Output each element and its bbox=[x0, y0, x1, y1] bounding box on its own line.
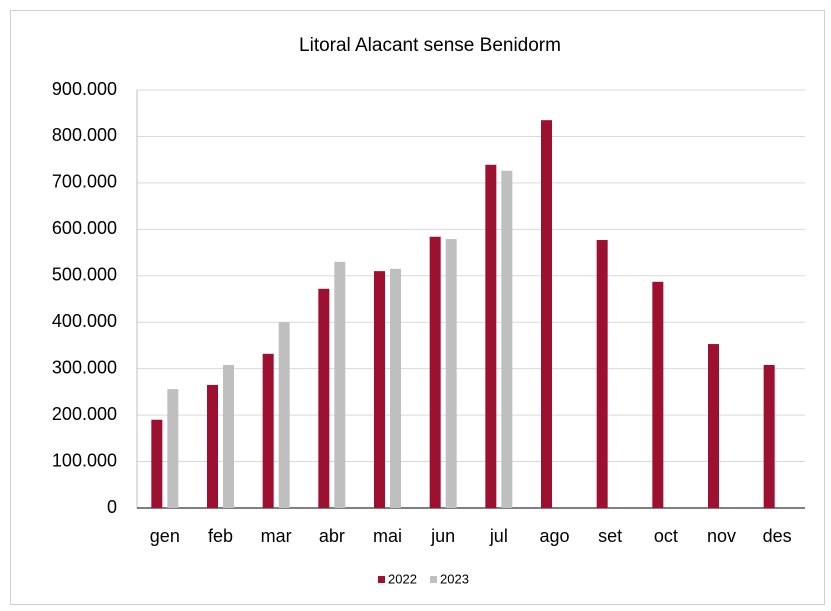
y-tick-label: 500.000 bbox=[52, 265, 117, 285]
y-tick-label: 700.000 bbox=[52, 172, 117, 192]
x-tick-label: mar bbox=[261, 526, 292, 546]
bar bbox=[334, 261, 346, 508]
y-tick-label: 900.000 bbox=[52, 79, 117, 99]
bar bbox=[429, 236, 441, 508]
y-tick-label: 300.000 bbox=[52, 357, 117, 377]
bar bbox=[374, 271, 385, 508]
x-tick-label: feb bbox=[208, 526, 233, 546]
bar bbox=[262, 353, 274, 508]
legend-swatch bbox=[430, 576, 437, 583]
x-tick-label: jun bbox=[430, 526, 455, 546]
bar bbox=[318, 288, 330, 508]
bar bbox=[167, 389, 179, 508]
bar bbox=[223, 364, 234, 508]
y-tick-label: 400.000 bbox=[52, 311, 117, 331]
bar bbox=[763, 364, 775, 508]
y-tick-label: 600.000 bbox=[52, 218, 117, 238]
x-tick-label: set bbox=[598, 526, 622, 546]
x-tick-label: ago bbox=[539, 526, 569, 546]
bar bbox=[596, 240, 608, 508]
bar bbox=[151, 419, 163, 508]
legend-label: 2023 bbox=[440, 571, 469, 586]
x-tick-label: abr bbox=[319, 526, 345, 546]
bar bbox=[278, 322, 290, 508]
bar bbox=[501, 170, 513, 508]
x-tick-label: nov bbox=[707, 526, 736, 546]
legend-label: 2022 bbox=[388, 571, 417, 586]
x-tick-label: jul bbox=[489, 526, 508, 546]
legend-swatch bbox=[378, 576, 385, 583]
bar bbox=[708, 344, 719, 508]
x-tick-label: oct bbox=[654, 526, 678, 546]
y-tick-label: 100.000 bbox=[52, 450, 117, 470]
x-tick-label: gen bbox=[150, 526, 180, 546]
chart-title: Litoral Alacant sense Benidorm bbox=[299, 35, 561, 56]
chart-border bbox=[10, 10, 825, 605]
x-tick-label: mai bbox=[373, 526, 402, 546]
bar bbox=[652, 281, 664, 508]
y-tick-label: 200.000 bbox=[52, 404, 117, 424]
bar bbox=[445, 239, 457, 508]
y-tick-label: 0 bbox=[107, 497, 117, 517]
bar bbox=[541, 120, 552, 508]
bar bbox=[207, 384, 218, 508]
x-tick-label: des bbox=[763, 526, 792, 546]
bar bbox=[390, 268, 401, 508]
y-tick-label: 800.000 bbox=[52, 125, 117, 145]
bar bbox=[485, 164, 497, 508]
